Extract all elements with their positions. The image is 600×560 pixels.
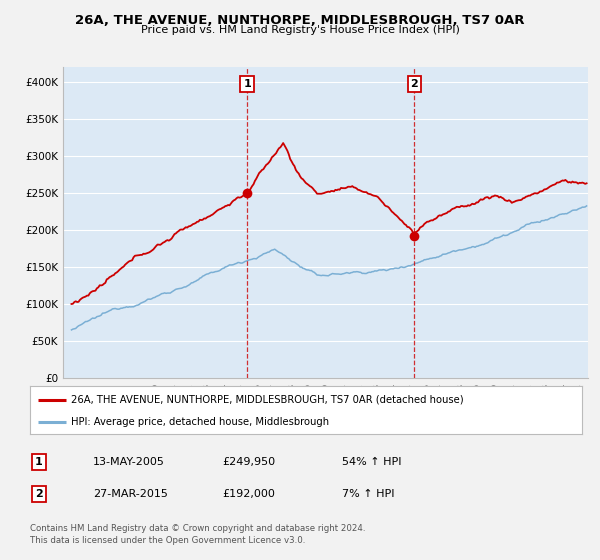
- Text: £192,000: £192,000: [222, 489, 275, 499]
- Text: 27-MAR-2015: 27-MAR-2015: [93, 489, 168, 499]
- Text: 54% ↑ HPI: 54% ↑ HPI: [342, 457, 401, 467]
- Text: 26A, THE AVENUE, NUNTHORPE, MIDDLESBROUGH, TS7 0AR (detached house): 26A, THE AVENUE, NUNTHORPE, MIDDLESBROUG…: [71, 395, 464, 405]
- Text: 1: 1: [243, 79, 251, 89]
- Text: Price paid vs. HM Land Registry's House Price Index (HPI): Price paid vs. HM Land Registry's House …: [140, 25, 460, 35]
- Text: 2: 2: [35, 489, 43, 499]
- Text: HPI: Average price, detached house, Middlesbrough: HPI: Average price, detached house, Midd…: [71, 417, 329, 427]
- Text: £249,950: £249,950: [222, 457, 275, 467]
- Text: 26A, THE AVENUE, NUNTHORPE, MIDDLESBROUGH, TS7 0AR: 26A, THE AVENUE, NUNTHORPE, MIDDLESBROUG…: [75, 14, 525, 27]
- Text: 13-MAY-2005: 13-MAY-2005: [93, 457, 165, 467]
- Text: Contains HM Land Registry data © Crown copyright and database right 2024.
This d: Contains HM Land Registry data © Crown c…: [30, 524, 365, 545]
- Text: 1: 1: [35, 457, 43, 467]
- Text: 2: 2: [410, 79, 418, 89]
- Text: 7% ↑ HPI: 7% ↑ HPI: [342, 489, 395, 499]
